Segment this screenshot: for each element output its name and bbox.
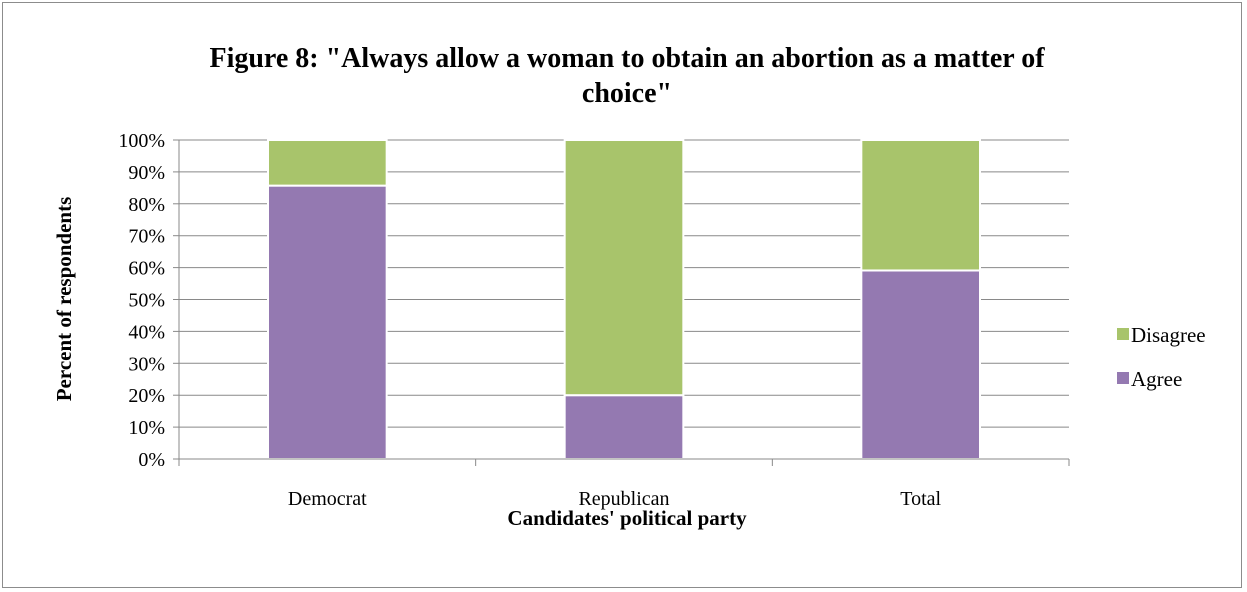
y-tick-labels: 0% 10% 20% 30% 40% 50% 60% 70% 80% 90% 100% bbox=[118, 130, 165, 471]
y-tick-label: 90% bbox=[128, 162, 165, 184]
chart-title-line-2: choice" bbox=[582, 78, 672, 109]
y-tick-label: 50% bbox=[128, 290, 165, 312]
legend-label-disagree: Disagree bbox=[1131, 323, 1206, 347]
y-tick-label: 10% bbox=[128, 417, 165, 439]
legend: Disagree Agree bbox=[1117, 323, 1206, 391]
bar-disagree-democrat bbox=[267, 139, 388, 187]
y-tick-label: 20% bbox=[128, 385, 165, 407]
bar-agree-total bbox=[860, 269, 981, 461]
chart-title-line-1: Figure 8: "Always allow a woman to obtai… bbox=[209, 43, 1045, 74]
bar-agree-democrat bbox=[267, 184, 388, 460]
bar-disagree-total bbox=[860, 139, 981, 272]
y-tick-label: 40% bbox=[128, 321, 165, 343]
y-axis-title: Percent of respondents bbox=[52, 197, 76, 402]
legend-label-agree: Agree bbox=[1131, 367, 1182, 391]
legend-swatch-agree bbox=[1117, 372, 1129, 384]
y-tick-label: 100% bbox=[118, 130, 165, 152]
x-tick-labels: Democrat Republican Total bbox=[288, 488, 942, 510]
legend-swatch-disagree bbox=[1117, 328, 1129, 340]
bars bbox=[267, 139, 981, 461]
x-tick-label: Democrat bbox=[288, 488, 367, 510]
x-tick-label: Total bbox=[900, 488, 941, 510]
x-tick-label: Republican bbox=[578, 488, 669, 510]
bar-disagree-republican bbox=[563, 139, 685, 397]
chart-canvas: Figure 8: "Always allow a woman to obtai… bbox=[52, 43, 1206, 530]
bar-agree-republican bbox=[563, 394, 685, 461]
y-tick-label: 80% bbox=[128, 194, 165, 216]
y-tick-label: 0% bbox=[138, 449, 165, 471]
y-tick-label: 70% bbox=[128, 226, 165, 248]
axes bbox=[173, 139, 1070, 466]
y-tick-label: 30% bbox=[128, 353, 165, 375]
x-axis-title: Candidates' political party bbox=[507, 506, 747, 530]
y-tick-label: 60% bbox=[128, 258, 165, 280]
